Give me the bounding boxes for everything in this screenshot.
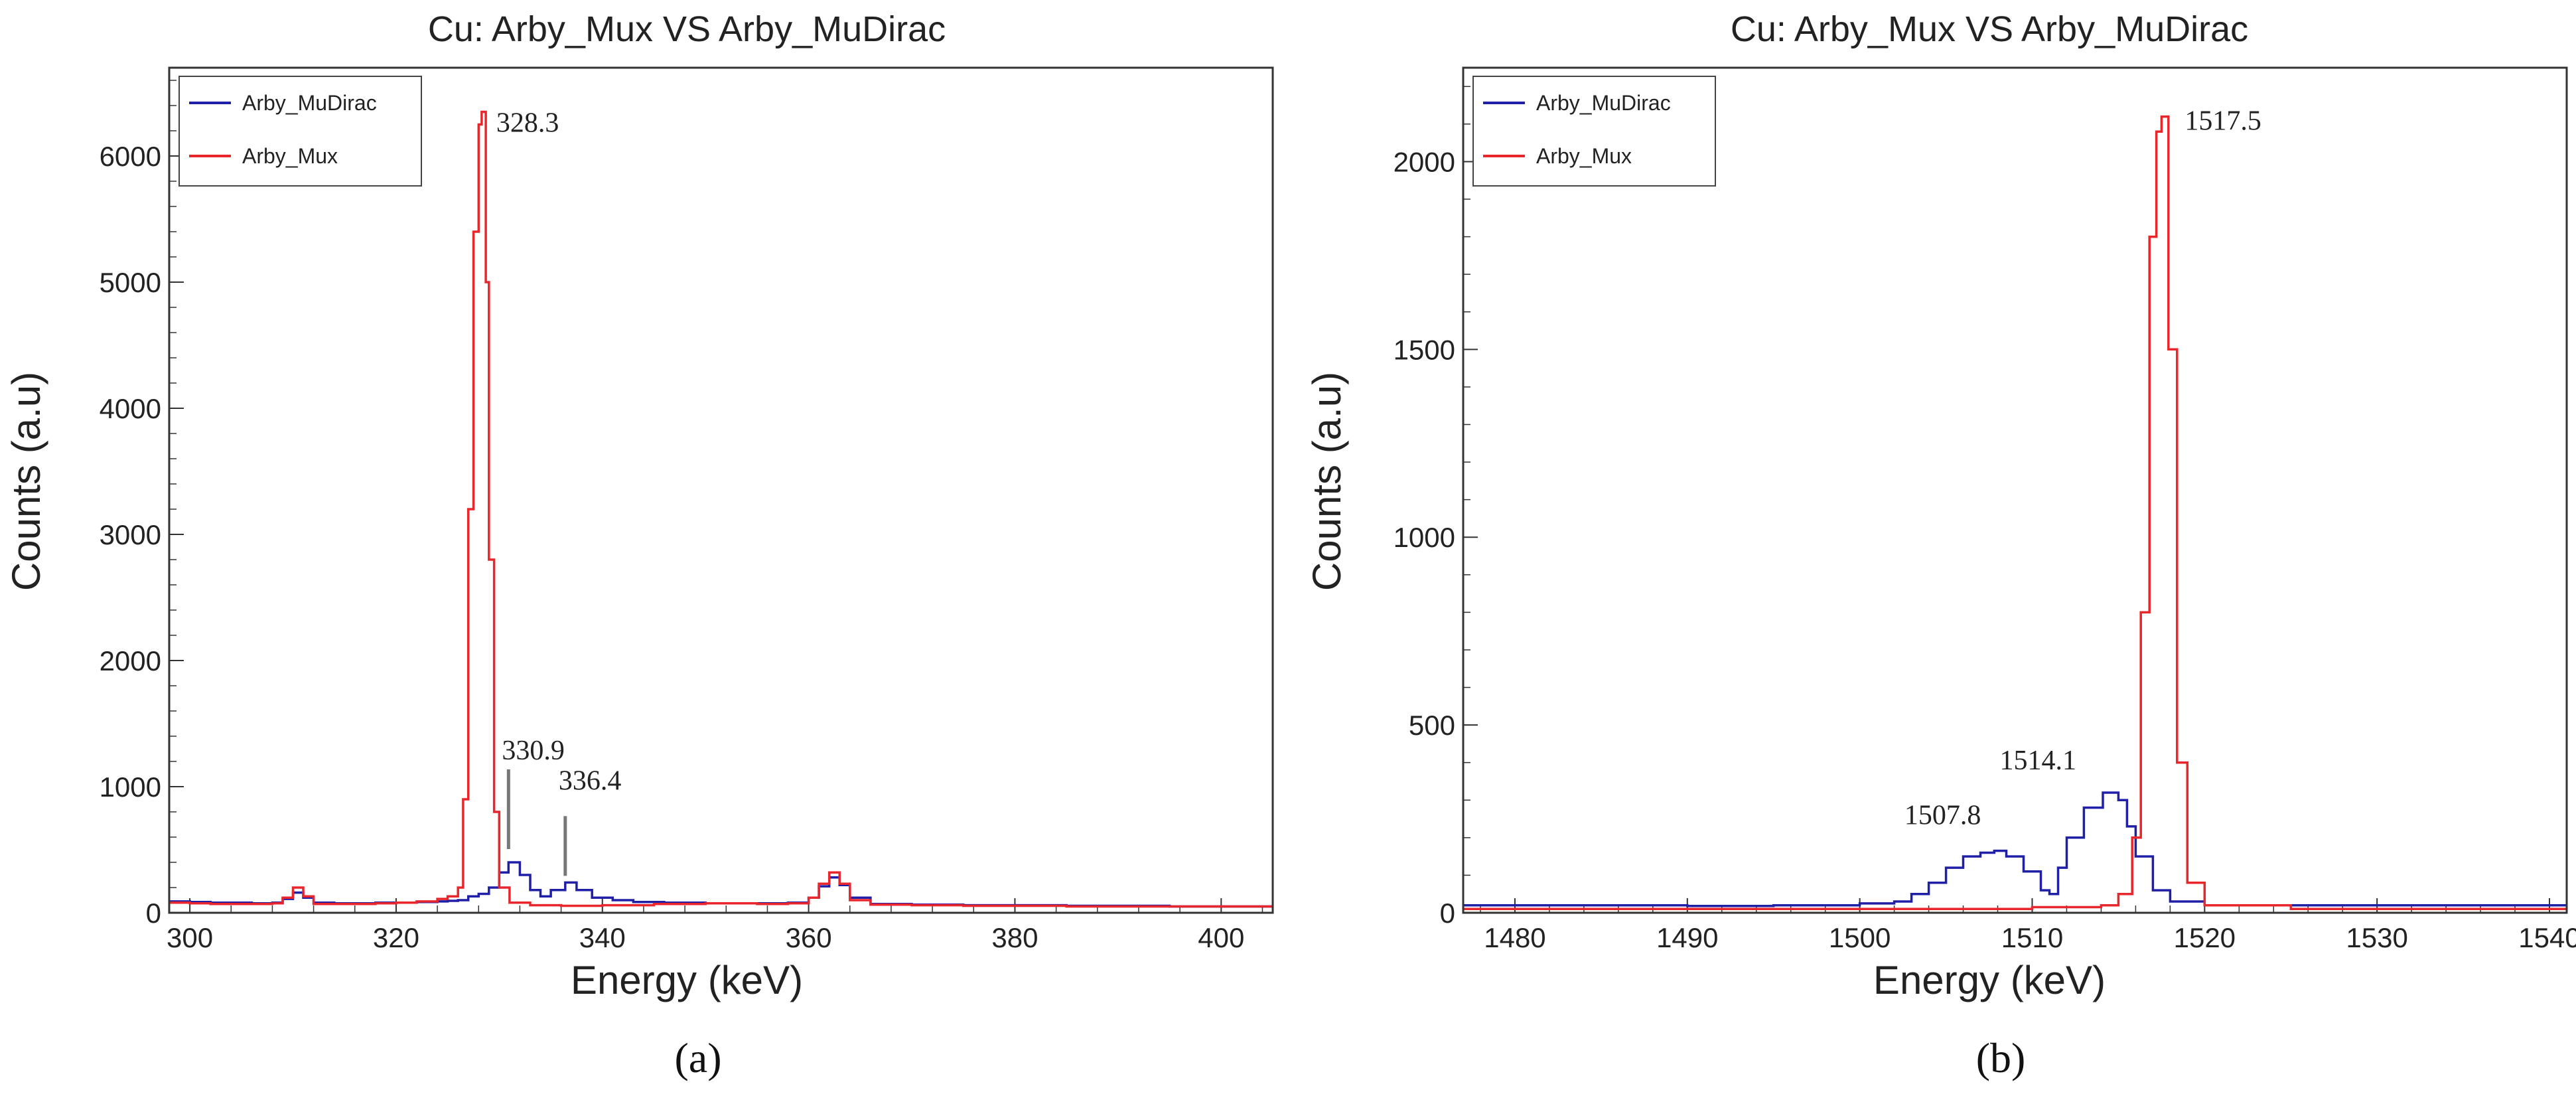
y-tick-label: 1000	[100, 771, 161, 803]
y-axis-label: Counts (a.u)	[4, 372, 48, 591]
x-tick-label: 340	[579, 922, 626, 953]
peak-annotation: 330.9	[502, 736, 565, 766]
legend-entry-mudirac: Arby_MuDirac	[1536, 91, 1671, 115]
annotation-layer: 1517.5 1514.1 1507.8	[1904, 106, 2261, 831]
legend-box	[179, 76, 422, 187]
legend: Arby_MuDirac Arby_Mux	[1472, 76, 1716, 187]
legend-entry-mux: Arby_Mux	[1536, 144, 1632, 168]
tick-layer: 300 320 340 360 380 4000100020003000400050006…	[100, 80, 1263, 953]
peak-annotation: 336.4	[559, 765, 622, 796]
panel-caption: (a)	[674, 1034, 721, 1081]
y-tick-label: 1000	[1394, 522, 1455, 553]
series-line-arby-mudirac	[1463, 791, 2567, 907]
legend-box	[1472, 76, 1716, 187]
plot-frame	[168, 66, 1274, 914]
y-tick-label: 3000	[100, 519, 161, 550]
x-tick-label: 1530	[2346, 922, 2407, 953]
y-tick-label: 2000	[1394, 146, 1455, 177]
legend-entry-mudirac: Arby_MuDirac	[242, 91, 377, 115]
x-axis-label: Energy (keV)	[571, 958, 803, 1002]
y-tick-label: 2000	[100, 645, 161, 676]
chart-panel-a: Cu: Arby_Mux VS Arby_MuDirac Counts (a.u…	[4, 9, 1274, 1081]
peak-annotation: 328.3	[496, 108, 559, 139]
plot-frame	[1462, 66, 2568, 914]
x-tick-label: 400	[1198, 922, 1244, 953]
y-axis-label: Counts (a.u)	[1305, 372, 1349, 591]
series-line-arby-mudirac	[169, 861, 1273, 908]
x-tick-label: 360	[786, 922, 832, 953]
y-tick-label: 5000	[100, 267, 161, 298]
x-tick-label: 1540	[2518, 922, 2576, 953]
chart-panel-b: Cu: Arby_Mux VS Arby_MuDirac Counts (a.u…	[1305, 9, 2576, 1081]
x-tick-label: 380	[991, 922, 1038, 953]
y-tick-label: 6000	[100, 141, 161, 172]
x-tick-label: 1510	[2001, 922, 2063, 953]
legend: Arby_MuDirac Arby_Mux	[179, 76, 422, 187]
peak-annotation: 1507.8	[1904, 801, 1981, 831]
y-tick-label: 1500	[1394, 334, 1455, 365]
y-tick-label: 0	[1440, 898, 1455, 929]
y-tick-label: 0	[146, 898, 161, 929]
x-tick-label: 320	[373, 922, 419, 953]
chart-title: Cu: Arby_Mux VS Arby_MuDirac	[428, 9, 946, 49]
tick-layer: 1480 1490 1500 1510 1520 1530 1540 0 500 1000 1500…	[1394, 86, 2576, 953]
series-layer	[1463, 115, 2567, 911]
legend-entry-mux: Arby_Mux	[242, 144, 338, 168]
panel-caption: (b)	[1976, 1034, 2026, 1081]
x-tick-label: 1520	[2174, 922, 2236, 953]
peak-annotation: 1517.5	[2184, 106, 2261, 137]
y-tick-label: 500	[1409, 710, 1455, 741]
chart-title: Cu: Arby_Mux VS Arby_MuDirac	[1731, 9, 2248, 49]
x-tick-label: 1500	[1829, 922, 1891, 953]
peak-annotation: 1514.1	[2000, 745, 2077, 776]
x-tick-label: 1480	[1484, 922, 1545, 953]
x-tick-label: 300	[167, 922, 213, 953]
series-line-arby-mux	[1463, 115, 2567, 911]
series-layer	[169, 110, 1273, 908]
x-axis-label: Energy (keV)	[1873, 958, 2106, 1002]
y-tick-label: 4000	[100, 393, 161, 424]
series-line-arby-mux	[169, 110, 1273, 908]
x-tick-label: 1490	[1656, 922, 1718, 953]
